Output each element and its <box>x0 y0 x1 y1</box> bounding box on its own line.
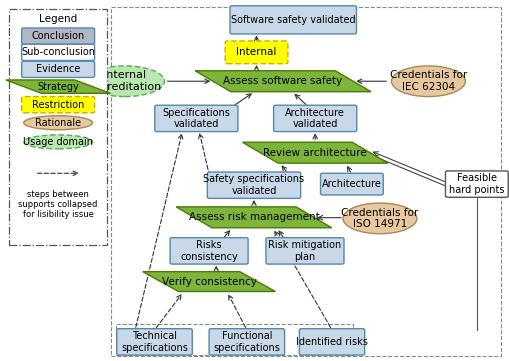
Text: Architecture
validated: Architecture validated <box>285 108 345 129</box>
Text: Assess software safety: Assess software safety <box>223 76 342 86</box>
Text: Functional
specifications: Functional specifications <box>213 331 280 353</box>
FancyBboxPatch shape <box>445 171 507 197</box>
Text: Assess risk management: Assess risk management <box>188 212 319 222</box>
Ellipse shape <box>23 135 93 149</box>
Text: Risks
consistency: Risks consistency <box>180 240 238 262</box>
FancyBboxPatch shape <box>21 44 95 60</box>
FancyBboxPatch shape <box>299 329 364 355</box>
Text: Risk mitigation
plan: Risk mitigation plan <box>268 240 341 262</box>
Text: Specifications
validated: Specifications validated <box>162 108 230 129</box>
FancyBboxPatch shape <box>21 61 95 77</box>
Ellipse shape <box>86 66 164 96</box>
FancyBboxPatch shape <box>21 28 95 44</box>
Text: Software safety validated: Software safety validated <box>231 15 355 25</box>
FancyBboxPatch shape <box>230 6 356 34</box>
Text: Verify consistency: Verify consistency <box>161 277 256 287</box>
Text: Technical
specifications: Technical specifications <box>121 331 188 353</box>
FancyBboxPatch shape <box>320 173 383 195</box>
Text: Safety specifications
validated: Safety specifications validated <box>203 174 304 196</box>
Text: Credentials for
ISO 14971: Credentials for ISO 14971 <box>341 208 418 229</box>
Text: Restriction: Restriction <box>32 100 84 110</box>
Polygon shape <box>242 142 387 163</box>
Text: Usage domain: Usage domain <box>23 137 93 147</box>
FancyBboxPatch shape <box>155 105 238 131</box>
FancyBboxPatch shape <box>169 238 247 264</box>
Text: Legend: Legend <box>39 14 77 24</box>
FancyBboxPatch shape <box>209 329 284 355</box>
FancyBboxPatch shape <box>207 172 300 199</box>
Polygon shape <box>6 80 110 93</box>
Text: Strategy: Strategy <box>37 82 79 92</box>
FancyBboxPatch shape <box>21 96 95 113</box>
Text: Review architecture: Review architecture <box>263 148 366 158</box>
Text: Credentials for
IEC 62304: Credentials for IEC 62304 <box>389 70 466 92</box>
Polygon shape <box>143 271 275 292</box>
Text: steps between
supports collapsed
for lisibility issue: steps between supports collapsed for lis… <box>18 190 98 219</box>
Text: Internal
accreditation: Internal accreditation <box>88 70 161 92</box>
Text: Feasible
hard points: Feasible hard points <box>448 173 503 195</box>
FancyBboxPatch shape <box>273 105 356 131</box>
FancyBboxPatch shape <box>266 238 343 264</box>
Ellipse shape <box>391 66 464 96</box>
Text: Conclusion: Conclusion <box>32 31 84 41</box>
Ellipse shape <box>23 116 93 130</box>
Text: Evidence: Evidence <box>36 64 80 74</box>
Text: Internal: Internal <box>236 47 276 57</box>
Polygon shape <box>176 207 331 228</box>
FancyBboxPatch shape <box>9 9 107 245</box>
Text: Architecture: Architecture <box>321 179 381 189</box>
Text: Sub-conclusion: Sub-conclusion <box>21 47 95 57</box>
FancyBboxPatch shape <box>117 329 192 355</box>
Text: Rationale: Rationale <box>35 118 81 128</box>
Polygon shape <box>195 71 371 92</box>
Ellipse shape <box>342 203 416 234</box>
FancyBboxPatch shape <box>225 41 288 64</box>
Text: Identified risks: Identified risks <box>296 337 367 347</box>
